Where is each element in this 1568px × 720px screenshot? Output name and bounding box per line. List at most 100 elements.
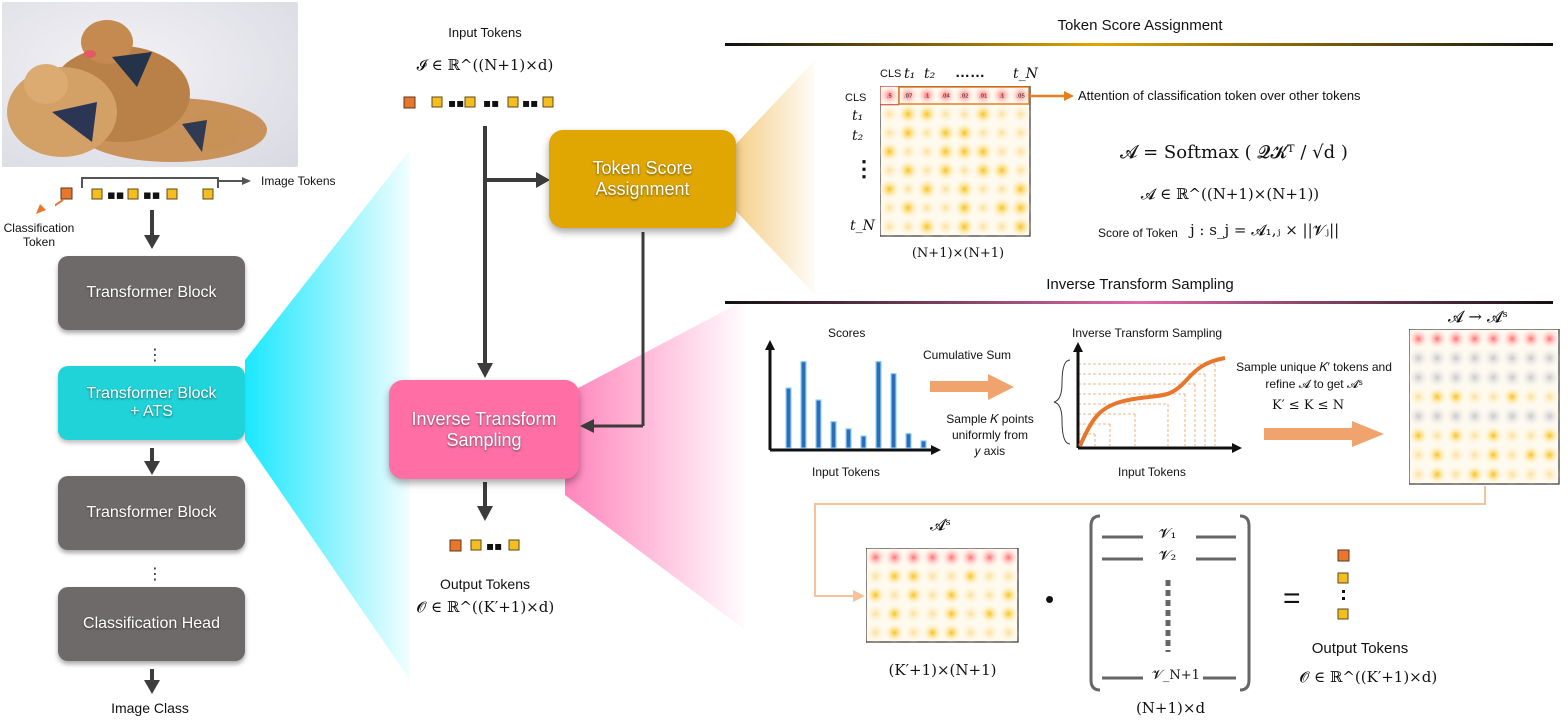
scores-bar-chart (765, 340, 941, 455)
as-dim: (K′+1)×(N+1) (888, 661, 997, 679)
heat-cell (935, 216, 956, 237)
heat-cell (866, 548, 886, 568)
heat-cell (1464, 367, 1485, 388)
sample-unique-label: Sample unique 𝐾′ tokens and refine 𝓐 to … (1236, 360, 1392, 391)
score-bar (785, 387, 792, 449)
heat-cell (866, 622, 886, 644)
heat-cell (1445, 367, 1467, 388)
heat-cell (1501, 367, 1523, 388)
heat-cell (880, 103, 900, 125)
heat-cell (880, 122, 900, 144)
attention-cells (880, 86, 1032, 238)
heat-cell (896, 121, 920, 145)
heat-cell (915, 177, 939, 201)
heat-cell (960, 603, 981, 625)
dog-photo (2, 2, 298, 167)
heat-cell (880, 86, 900, 106)
classification-head[interactable]: Classification Head (58, 587, 245, 661)
heat-cell (990, 196, 1014, 220)
heat-cell (972, 178, 994, 200)
heat-cell (880, 160, 900, 181)
score-bars (785, 361, 927, 449)
heat-cell (1426, 329, 1448, 349)
transformer-block-3[interactable]: Transformer Block (58, 476, 245, 550)
heat-cell (971, 140, 995, 163)
heat-cell (884, 548, 905, 568)
input-tokens-axis-label-1: Input Tokens (812, 465, 880, 479)
heat-cell (903, 603, 924, 625)
heat-cell (954, 160, 975, 181)
middle-flow-arrows (477, 126, 645, 521)
sampled-attention-cells (866, 548, 1019, 644)
input-tokens-math: 𝓘 ∈ ℝ^((N+1)×d) (416, 56, 554, 74)
attention-dim: (N+1)×(N+1) (911, 246, 1005, 261)
heat-cell (991, 122, 1013, 144)
score-bar (815, 399, 822, 449)
heat-cell (915, 215, 939, 238)
heat-cell (991, 178, 1013, 200)
dot-operator: • (1045, 584, 1055, 614)
attention-shape-equation: 𝓐 ∈ ℝ^((N+1)×(N+1)) (1140, 185, 1320, 203)
heat-cell (1445, 386, 1467, 408)
token (127, 188, 139, 200)
inverse-transform-sampling-box[interactable]: Inverse Transform Sampling (389, 380, 579, 479)
heat-cell (1009, 177, 1032, 201)
svg-text:▪▪: ▪▪ (522, 96, 538, 110)
col-label: CLS (880, 68, 902, 80)
col-label: t₁ (904, 66, 916, 82)
heat-cell (884, 603, 905, 625)
heat-cell (1009, 196, 1032, 220)
heat-cell (1426, 347, 1448, 369)
transformer-block-ats[interactable]: Transformer Block + ATS (58, 366, 245, 440)
output-tokens-title-right: Output Tokens (1311, 640, 1409, 657)
heat-cell (998, 584, 1019, 606)
heat-cell (960, 584, 981, 606)
heat-cell (935, 103, 956, 125)
heat-cell (897, 141, 919, 162)
heat-cell (998, 548, 1019, 568)
heat-cell (884, 622, 905, 644)
heat-cell (941, 622, 962, 644)
heat-cell (953, 215, 976, 238)
svg-text:▪▪: ▪▪ (486, 539, 502, 553)
heat-cell (1426, 464, 1448, 485)
transformer-block-1[interactable]: Transformer Block (58, 256, 245, 330)
heat-cell (972, 197, 994, 219)
heat-cell (1539, 464, 1560, 485)
heat-cell (960, 565, 981, 587)
first-row-value: .1 (924, 94, 929, 100)
heat-cell (941, 548, 962, 568)
heat-cell (915, 102, 939, 126)
heat-cell (1501, 464, 1523, 485)
heat-cell (972, 122, 994, 144)
score-bar (845, 428, 852, 449)
heat-cell (903, 622, 924, 644)
heat-cell (1483, 464, 1504, 485)
token-score-section-title: Token Score Assignment (1057, 17, 1223, 34)
heat-cell (916, 86, 938, 106)
heat-cell (979, 603, 1000, 625)
first-row-value: .07 (904, 94, 913, 100)
heat-cell (897, 178, 919, 200)
heat-cell (916, 160, 938, 181)
heat-cell (934, 121, 957, 145)
its-section-title: Inverse Transform Sampling (1046, 276, 1234, 293)
heat-cell (1539, 405, 1560, 427)
heat-cell (897, 216, 919, 237)
token-score-assignment-box[interactable]: Token Score Assignment (549, 130, 736, 228)
first-row-value: .5 (887, 94, 893, 100)
attention-arrow (1030, 91, 1074, 101)
input-tokens-axis-label-2: Input Tokens (1118, 465, 1186, 479)
heat-cell (896, 159, 920, 182)
heat-cell (991, 141, 1013, 162)
score-bar (860, 435, 867, 449)
score-bar (905, 432, 912, 449)
heat-cell (941, 584, 962, 606)
heat-cell (953, 140, 976, 163)
svg-text:⋮: ⋮ (147, 345, 163, 364)
heat-cell (880, 216, 900, 237)
heat-cell (941, 603, 962, 625)
heat-cell (1409, 347, 1429, 369)
heat-cell (880, 197, 900, 219)
heat-cell (935, 197, 956, 219)
